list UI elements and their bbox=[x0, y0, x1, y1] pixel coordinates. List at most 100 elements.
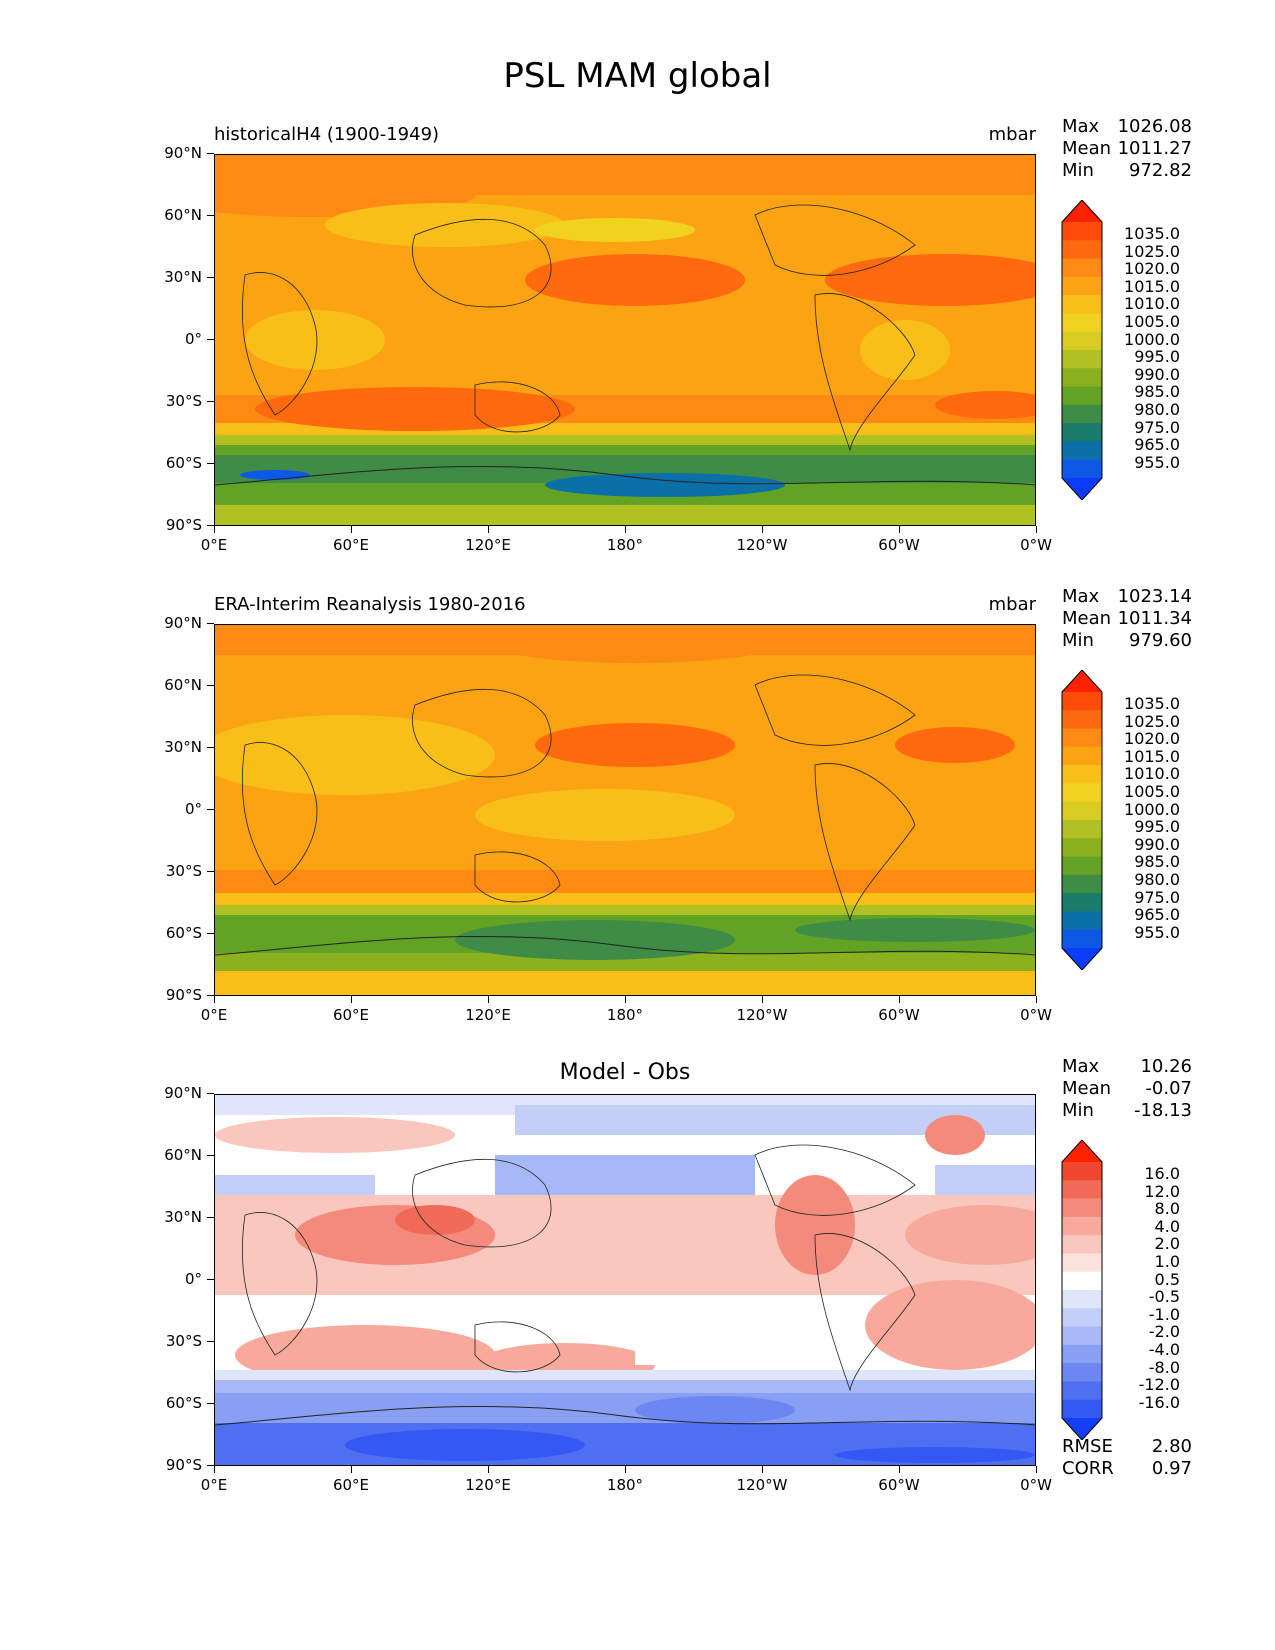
colorbar-extend-min bbox=[1062, 948, 1102, 970]
colorbar-label: 990.0 bbox=[1134, 364, 1180, 384]
colorbar-swatch bbox=[1062, 313, 1102, 333]
panel-title: ERA-Interim Reanalysis 1980-2016 bbox=[214, 594, 526, 615]
colorbar-label: 1035.0 bbox=[1124, 224, 1180, 243]
colorbar-swatch bbox=[1062, 368, 1102, 388]
y-tick: 30°N bbox=[150, 738, 214, 756]
colorbar-label: 2.0 bbox=[1154, 1234, 1180, 1254]
y-tick: 60°S bbox=[150, 924, 214, 942]
stat-min: -18.13 bbox=[1133, 1100, 1192, 1121]
stat-label: Max bbox=[1062, 1056, 1100, 1077]
y-tick: 90°S bbox=[150, 1456, 214, 1474]
colorbar-label: -2.0 bbox=[1148, 1322, 1180, 1342]
colorbar-swatch bbox=[1062, 838, 1102, 858]
colorbar-label: 1010.0 bbox=[1124, 764, 1180, 784]
colorbar-swatch bbox=[1062, 783, 1102, 803]
colorbar-swatch bbox=[1062, 692, 1102, 711]
x-tick: 60°W bbox=[859, 526, 939, 554]
colorbar-label: 1000.0 bbox=[1124, 329, 1180, 349]
x-tick: 0°E bbox=[174, 996, 254, 1024]
stats-box: Max 1023.14 Mean 1011.34 Min 979.60 bbox=[1062, 586, 1192, 652]
colorbar-label: 1025.0 bbox=[1124, 711, 1180, 731]
x-tick: 0°W bbox=[996, 526, 1076, 554]
colorbar-swatch bbox=[1062, 1381, 1102, 1401]
colorbar-swatches bbox=[1061, 670, 1103, 970]
stat-min: 979.60 bbox=[1129, 630, 1192, 651]
colorbar-swatch bbox=[1062, 1216, 1102, 1236]
stats-box: Max 10.26 Mean -0.07 Min -18.13 bbox=[1062, 1056, 1192, 1122]
colorbar-swatch bbox=[1062, 893, 1102, 912]
y-tick: 90°N bbox=[150, 614, 214, 632]
stat-label: Mean bbox=[1062, 138, 1112, 159]
colorbar-swatch bbox=[1062, 331, 1102, 351]
colorbar-label: -4.0 bbox=[1148, 1339, 1180, 1359]
colorbar-label: 1000.0 bbox=[1124, 799, 1180, 819]
stat-label: Max bbox=[1062, 586, 1100, 607]
stat-max: 1026.08 bbox=[1117, 116, 1192, 137]
colorbar-label: 965.0 bbox=[1134, 435, 1180, 455]
colorbar-label: 990.0 bbox=[1134, 834, 1180, 854]
x-tick: 120°E bbox=[448, 1466, 528, 1494]
colorbar-outline bbox=[1061, 1140, 1103, 1440]
psl-map bbox=[214, 154, 1036, 526]
colorbar-label: 1035.0 bbox=[1124, 694, 1180, 713]
y-tick: 30°S bbox=[150, 1332, 214, 1350]
x-tick: 180° bbox=[585, 996, 665, 1024]
colorbar-swatch bbox=[1062, 820, 1102, 839]
colorbar-label: 4.0 bbox=[1154, 1216, 1180, 1236]
colorbar-swatch bbox=[1062, 874, 1102, 894]
stat-mean: -0.07 bbox=[1145, 1078, 1192, 1099]
colorbar-swatch bbox=[1062, 710, 1102, 730]
colorbar-outline bbox=[1061, 200, 1103, 500]
colorbar-swatch bbox=[1062, 728, 1102, 748]
x-tick: 180° bbox=[585, 1466, 665, 1494]
x-tick: 120°W bbox=[722, 996, 802, 1024]
colorbar-swatch bbox=[1062, 404, 1102, 424]
colorbar-swatch bbox=[1062, 240, 1102, 260]
panel-era-interim: ERA-Interim Reanalysis 1980-2016 mbar bbox=[0, 580, 1275, 1050]
colorbar-extend-min bbox=[1062, 1418, 1102, 1440]
units-label: mbar bbox=[988, 124, 1036, 145]
corr-label: CORR bbox=[1062, 1458, 1114, 1479]
y-tick: 30°N bbox=[150, 1208, 214, 1226]
colorbar-swatch bbox=[1062, 350, 1102, 369]
x-tick: 120°W bbox=[722, 526, 802, 554]
colorbar-label: 975.0 bbox=[1134, 417, 1180, 437]
y-tick: 30°S bbox=[150, 862, 214, 880]
panel-historical: historicalH4 (1900-1949) mbar bbox=[0, 110, 1275, 580]
psl-difference-map bbox=[214, 1094, 1036, 1466]
colorbar-label: 975.0 bbox=[1134, 887, 1180, 907]
stat-max: 1023.14 bbox=[1117, 586, 1192, 607]
colorbar-swatch bbox=[1062, 911, 1102, 931]
y-tick: 30°S bbox=[150, 392, 214, 410]
y-tick: 60°S bbox=[150, 454, 214, 472]
colorbar-labels: 16.0 12.0 8.0 4.0 2.0 1.0 0.5 -0.5 -1.0 … bbox=[1080, 1165, 1180, 1411]
colorbar-swatch bbox=[1062, 1308, 1102, 1328]
colorbar-swatch bbox=[1062, 1326, 1102, 1346]
colorbar-label: -0.5 bbox=[1148, 1287, 1180, 1307]
psl-difference-field bbox=[215, 1095, 1035, 1465]
stat-max: 10.26 bbox=[1140, 1056, 1192, 1077]
y-tick: 0° bbox=[150, 330, 214, 348]
y-tick: 60°N bbox=[150, 1146, 214, 1164]
colorbar-swatch bbox=[1062, 1363, 1102, 1382]
colorbar-labels: 1035.0 1025.0 1020.0 1015.0 1010.0 1005.… bbox=[1080, 225, 1180, 471]
colorbar-label: -12.0 bbox=[1138, 1375, 1180, 1395]
colorbar-label: 1.0 bbox=[1154, 1251, 1180, 1271]
x-tick: 0°E bbox=[174, 1466, 254, 1494]
colorbar-label: 980.0 bbox=[1134, 399, 1180, 419]
colorbar-swatch bbox=[1062, 276, 1102, 296]
stat-label: Mean bbox=[1062, 1078, 1112, 1099]
y-tick: 90°S bbox=[150, 516, 214, 534]
colorbar-swatch bbox=[1062, 222, 1102, 241]
figure-title: PSL MAM global bbox=[503, 56, 772, 96]
colorbar-swatch bbox=[1062, 1162, 1102, 1181]
x-tick: 120°W bbox=[722, 1466, 802, 1494]
colorbar-swatches bbox=[1061, 200, 1103, 500]
colorbar-label: 985.0 bbox=[1134, 382, 1180, 402]
colorbar-swatch bbox=[1062, 441, 1102, 461]
corr-value: 0.97 bbox=[1151, 1458, 1192, 1479]
stat-label: Min bbox=[1062, 160, 1094, 181]
y-tick: 90°N bbox=[150, 144, 214, 162]
colorbar-swatch bbox=[1062, 459, 1102, 479]
stat-mean: 1011.34 bbox=[1117, 608, 1192, 629]
